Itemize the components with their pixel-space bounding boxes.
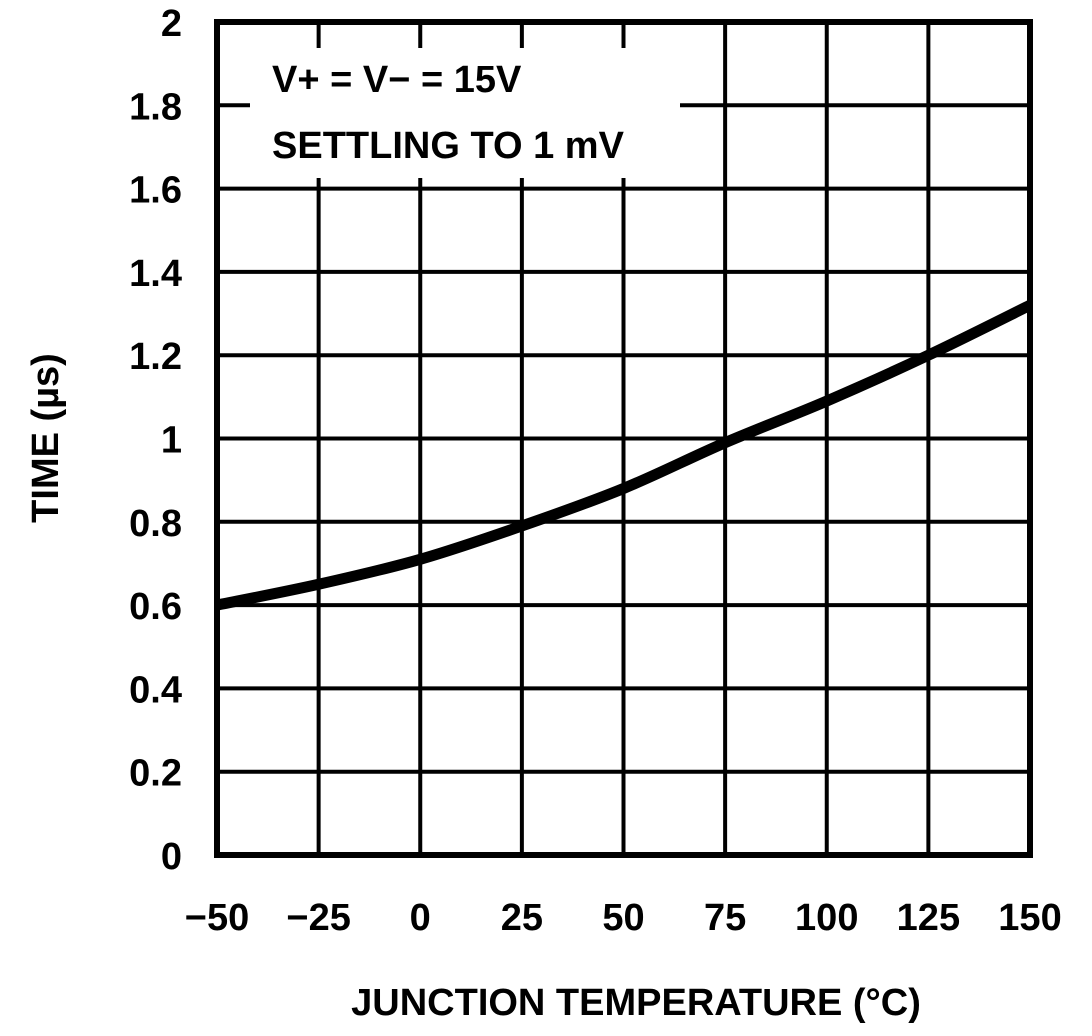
- x-tick-label: 150: [998, 897, 1061, 939]
- x-tick-label: −25: [286, 897, 350, 939]
- y-tick-label: 0: [161, 836, 182, 878]
- y-tick-label: 1.8: [129, 86, 182, 128]
- y-axis-label: TIME (µs): [25, 353, 67, 523]
- settling-time-curve: [215, 300, 1033, 611]
- x-tick-label: −50: [185, 897, 249, 939]
- y-tick-label: 2: [161, 3, 182, 45]
- annotation-line-1: V+ = V− = 15V: [272, 59, 522, 101]
- y-tick-label: 0.4: [129, 669, 182, 711]
- y-tick-label: 1.4: [129, 253, 182, 295]
- y-tick-label: 1.6: [129, 170, 182, 212]
- y-tick-label: 0.8: [129, 503, 182, 545]
- x-tick-label: 25: [501, 897, 543, 939]
- x-tick-label: 0: [410, 897, 431, 939]
- y-axis-ticks: 0 0.2 0.4 0.6 0.8 1 1.2 1.4 1.6 1.8 2: [129, 3, 182, 878]
- x-axis-ticks: −50 −25 0 25 50 75 100 125 150: [185, 897, 1062, 939]
- annotation-box: [250, 48, 680, 178]
- y-tick-label: 1.2: [129, 336, 182, 378]
- x-axis-label: JUNCTION TEMPERATURE (°C): [351, 982, 921, 1024]
- grid: [215, 20, 1032, 857]
- plot-frame: [214, 19, 1033, 858]
- y-tick-label: 1: [161, 420, 182, 462]
- annotation-line-2: SETTLING TO 1 mV: [272, 125, 625, 167]
- x-tick-label: 75: [704, 897, 746, 939]
- x-tick-label: 50: [602, 897, 644, 939]
- y-tick-label: 0.6: [129, 586, 182, 628]
- y-tick-label: 0.2: [129, 753, 182, 795]
- x-tick-label: 100: [795, 897, 858, 939]
- x-tick-label: 125: [897, 897, 960, 939]
